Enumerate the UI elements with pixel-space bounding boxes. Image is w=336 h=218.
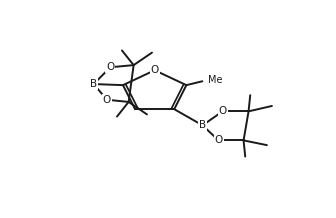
Text: B: B	[90, 79, 97, 89]
Text: Me: Me	[208, 75, 223, 85]
Text: O: O	[218, 106, 227, 116]
Text: O: O	[106, 62, 115, 72]
Text: O: O	[214, 135, 223, 145]
Text: O: O	[151, 65, 159, 75]
Text: O: O	[103, 95, 111, 105]
Text: B: B	[199, 120, 206, 130]
